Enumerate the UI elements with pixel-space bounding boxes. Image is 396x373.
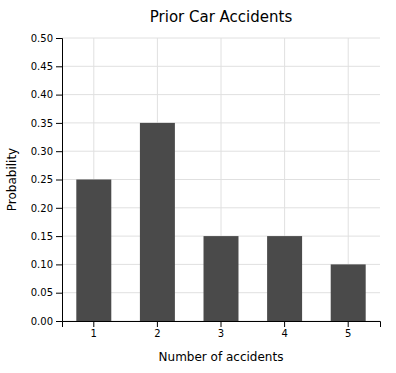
y-tick: 0.15 [31, 231, 62, 242]
y-tick-label: 0.50 [31, 33, 53, 44]
bar [331, 264, 366, 321]
y-tick-mark [56, 208, 62, 209]
y-tick-label: 0.30 [31, 146, 53, 157]
y-tick-label: 0.00 [31, 316, 53, 327]
y-tick-mark [56, 151, 62, 152]
x-axis-title: Number of accidents [159, 350, 284, 364]
y-tick-label: 0.05 [31, 287, 53, 298]
y-tick-label: 0.40 [31, 89, 53, 100]
bars [76, 123, 365, 321]
x-tick-label: 4 [281, 328, 287, 339]
x-tick: 4 [281, 321, 287, 339]
y-tick-mark [56, 38, 62, 39]
chart-container: 0.00 0.05 0.10 0.15 0.20 0.25 0.30 0.35 0.40 0.45… [0, 0, 396, 373]
y-tick-label: 0.35 [31, 118, 53, 129]
y-tick-label: 0.45 [31, 61, 53, 72]
y-tick-label: 0.15 [31, 231, 53, 242]
y-tick: 0.35 [31, 118, 62, 129]
y-tick-label: 0.10 [31, 259, 53, 270]
x-tick: 5 [345, 321, 351, 339]
y-tick-mark [56, 236, 62, 237]
bar [76, 180, 111, 322]
y-tick: 0.20 [31, 203, 62, 214]
x-tick-mark [348, 321, 349, 327]
x-tick: 3 [218, 321, 224, 339]
y-tick: 0.25 [31, 174, 62, 185]
x-axis: 1 2 3 4 5 [63, 321, 381, 339]
y-tick-mark [56, 95, 62, 96]
x-tick-label: 3 [218, 328, 224, 339]
x-axis-line [63, 322, 381, 328]
x-tick-label: 5 [345, 328, 351, 339]
y-axis: 0.00 0.05 0.10 0.15 0.20 0.25 0.30 0.35 0.40 0.45… [31, 33, 63, 327]
y-tick-mark [56, 321, 62, 322]
x-tick: 2 [154, 321, 160, 339]
y-axis-line [56, 39, 63, 322]
y-tick: 0.05 [31, 287, 62, 298]
bar [140, 123, 175, 321]
y-tick-mark [56, 180, 62, 181]
y-axis-title: Probability [5, 148, 19, 211]
bar [204, 236, 239, 321]
y-tick: 0.50 [31, 33, 62, 44]
y-tick-mark [56, 264, 62, 265]
y-tick: 0.00 [31, 316, 62, 327]
x-tick-mark [284, 321, 285, 327]
y-tick: 0.10 [31, 259, 62, 270]
y-tick-mark [56, 293, 62, 294]
plot-area: 0.00 0.05 0.10 0.15 0.20 0.25 0.30 0.35 0.40 0.45… [31, 33, 381, 339]
y-tick-mark [56, 123, 62, 124]
x-tick-mark [157, 321, 158, 327]
x-tick-label: 1 [91, 328, 97, 339]
chart-svg: 0.00 0.05 0.10 0.15 0.20 0.25 0.30 0.35 0.40 0.45… [0, 0, 396, 373]
bar [267, 236, 302, 321]
y-tick-mark [56, 66, 62, 67]
grid [62, 38, 380, 321]
x-tick: 1 [91, 321, 97, 339]
x-tick-mark [221, 321, 222, 327]
x-tick-mark [93, 321, 94, 327]
y-tick: 0.45 [31, 61, 62, 72]
y-tick-label: 0.25 [31, 174, 53, 185]
y-tick: 0.40 [31, 89, 62, 100]
chart-title: Prior Car Accidents [150, 8, 293, 26]
y-tick-label: 0.20 [31, 203, 53, 214]
y-tick: 0.30 [31, 146, 62, 157]
x-tick-label: 2 [154, 328, 160, 339]
